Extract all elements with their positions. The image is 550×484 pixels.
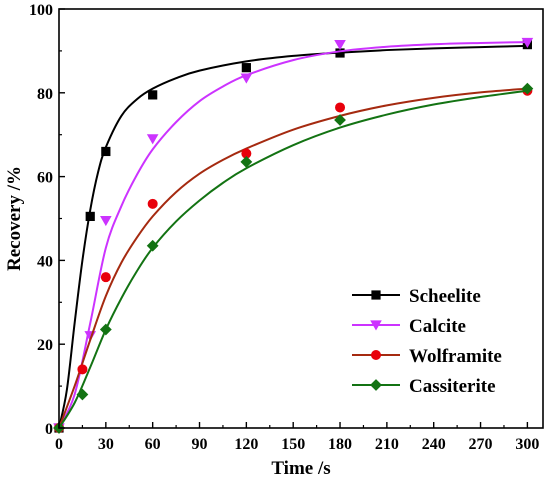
x-tick-label: 120 — [234, 436, 258, 453]
legend-marker-cassiterite — [370, 379, 382, 391]
y-tick-label: 80 — [37, 86, 53, 103]
x-tick-label: 30 — [98, 436, 114, 453]
plot-series-layer — [53, 37, 534, 434]
x-tick-label: 210 — [375, 436, 399, 453]
x-tick-label: 270 — [469, 436, 493, 453]
x-tick-label: 90 — [192, 436, 208, 453]
y-axis: 0 20 40 60 80 100 — [29, 2, 65, 438]
cassiterite-point — [76, 388, 89, 401]
wolframite-point — [100, 272, 111, 283]
calcite-point — [146, 134, 159, 145]
cassiterite-series — [53, 82, 534, 434]
legend-item-wolframite: Wolframite — [352, 346, 502, 367]
cassiterite-point — [240, 156, 253, 168]
y-tick-label: 0 — [45, 421, 53, 438]
legend-label-calcite: Calcite — [409, 316, 466, 337]
scheelite-point — [148, 90, 158, 100]
scheelite-series — [54, 40, 532, 433]
x-tick-label: 0 — [55, 436, 63, 453]
legend-item-scheelite: Scheelite — [352, 286, 481, 307]
wolframite-series — [54, 85, 533, 433]
calcite-point — [334, 39, 346, 51]
calcite-series — [53, 37, 534, 434]
y-axis-title: Recovery /% — [4, 166, 25, 271]
y-tick-label: 60 — [37, 170, 53, 187]
cassiterite-point — [334, 114, 346, 126]
wolframite-point — [77, 364, 88, 375]
wolframite-point — [147, 198, 158, 209]
wolframite-fit-line — [58, 87, 528, 429]
x-axis-title: Time /s — [271, 458, 330, 479]
x-tick-label: 60 — [145, 436, 161, 453]
scheelite-point — [85, 211, 95, 222]
legend-item-cassiterite: Cassiterite — [352, 376, 496, 397]
x-axis: 0 30 60 90 120 150 180 210 240 270 300 — [55, 422, 539, 453]
cassiterite-point — [146, 239, 159, 252]
calcite-fit-line — [58, 41, 528, 429]
legend-label-scheelite: Scheelite — [409, 286, 481, 307]
legend-item-calcite: Calcite — [352, 316, 466, 337]
scheelite-point — [241, 63, 251, 73]
scheelite-point — [335, 48, 345, 58]
calcite-point — [521, 37, 534, 49]
calcite-point — [100, 215, 112, 227]
legend-marker-wolframite — [371, 350, 381, 360]
legend-label-wolframite: Wolframite — [409, 346, 502, 367]
legend-marker-scheelite — [371, 290, 381, 300]
cassiterite-point — [99, 323, 112, 336]
cassiterite-fit-line — [58, 89, 528, 429]
wolframite-point — [335, 102, 346, 113]
cassiterite-point — [521, 82, 534, 95]
y-tick-label: 20 — [37, 337, 53, 354]
legend-marker-calcite — [370, 320, 382, 331]
y-tick-label: 40 — [37, 253, 53, 270]
y-tick-label: 100 — [29, 2, 53, 19]
wolframite-point — [241, 148, 252, 159]
x-tick-label: 180 — [328, 436, 352, 453]
x-tick-label: 300 — [515, 436, 539, 453]
scheelite-fit-line — [58, 44, 528, 429]
x-tick-label: 240 — [422, 436, 446, 453]
scheelite-point — [101, 146, 111, 157]
legend-label-cassiterite: Cassiterite — [409, 376, 496, 397]
x-tick-label: 150 — [281, 436, 305, 453]
calcite-point — [240, 73, 253, 84]
legend: Scheelite Calcite Wolframite Cassiterite — [352, 286, 502, 397]
